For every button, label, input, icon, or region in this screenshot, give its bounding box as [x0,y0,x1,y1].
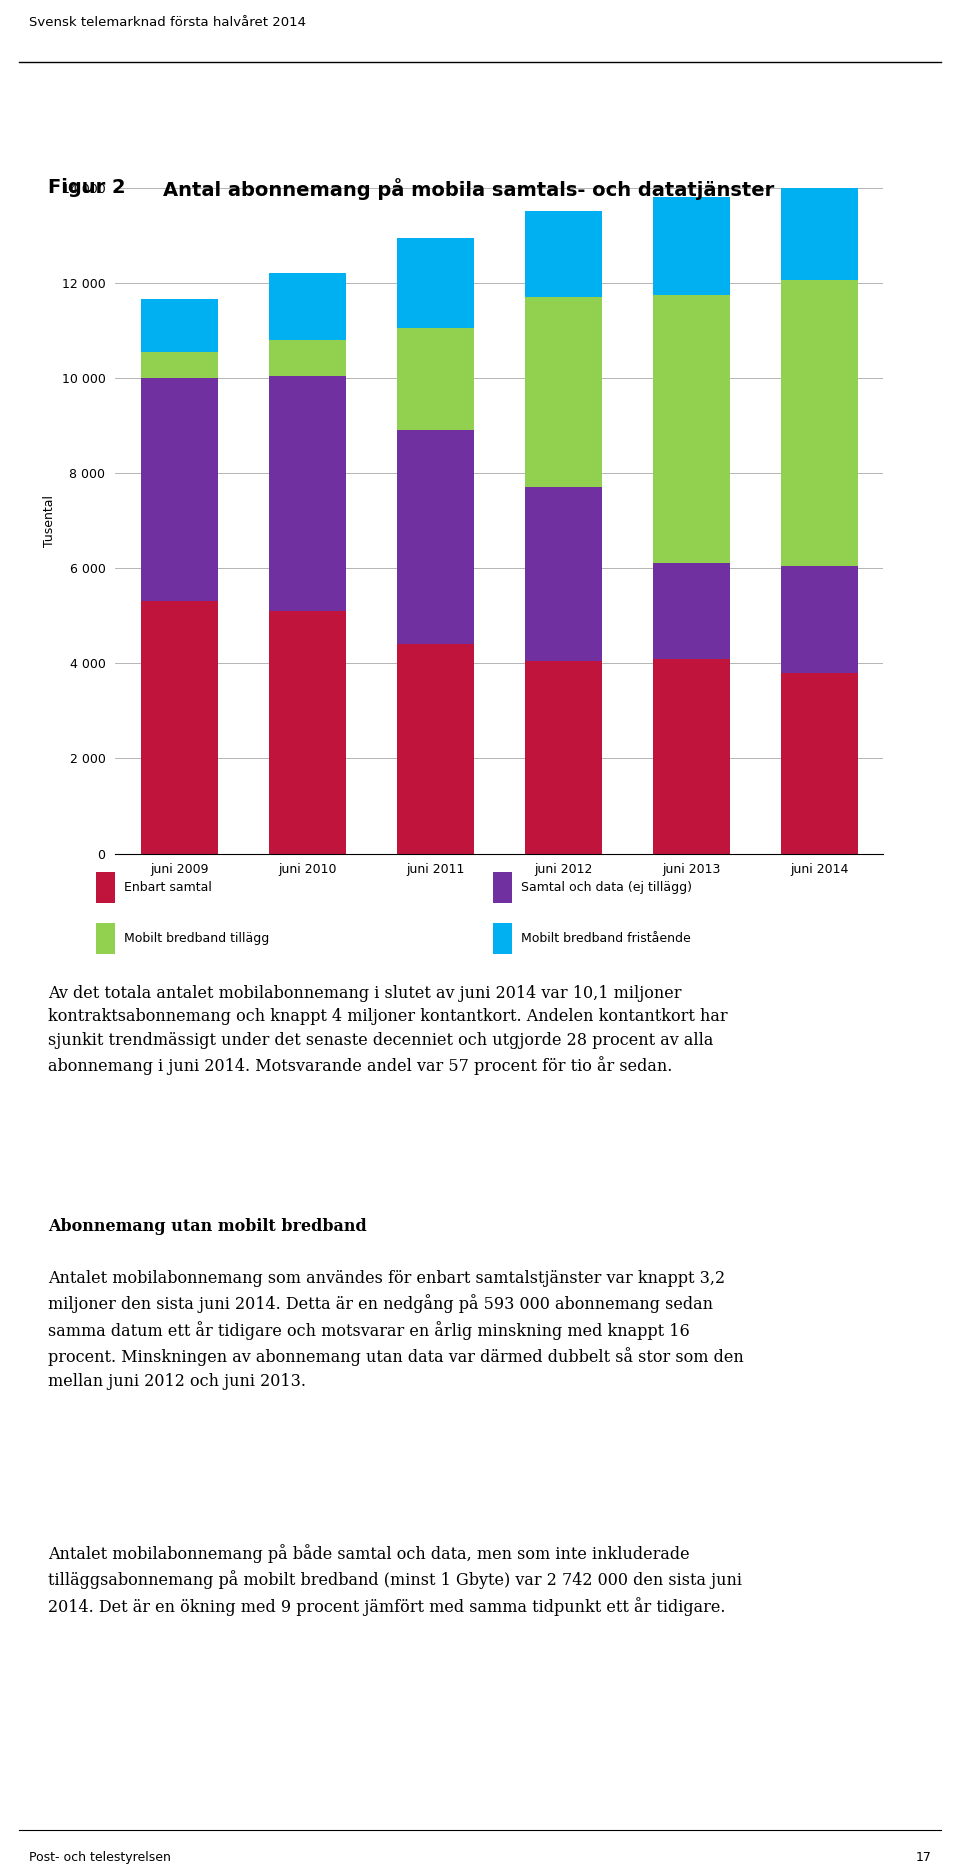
Bar [525,660,602,854]
Bar [493,923,512,955]
Bar [96,872,114,902]
Bar [780,186,857,280]
Text: Antalet mobilabonnemang på både samtal och data, men som inte inkluderade
tilläg: Antalet mobilabonnemang på både samtal o… [48,1544,742,1615]
Bar [141,300,218,351]
Bar [396,643,473,854]
Bar [653,658,730,854]
Bar [525,296,602,488]
Text: Svensk telemarknad första halvåret 2014: Svensk telemarknad första halvåret 2014 [29,17,306,30]
Bar [269,612,346,854]
Text: Post- och telestyrelsen: Post- och telestyrelsen [29,1852,171,1865]
Bar [141,602,218,854]
Text: Enbart samtal: Enbart samtal [124,880,212,893]
Bar [493,872,512,902]
Bar [780,673,857,854]
Text: Mobilt bredband fristående: Mobilt bredband fristående [521,932,690,946]
Text: Mobilt bredband tillägg: Mobilt bredband tillägg [124,932,269,946]
Bar [396,328,473,430]
Text: Antalet mobilabonnemang som användes för enbart samtalstjänster var knappt 3,2
m: Antalet mobilabonnemang som användes för… [48,1270,744,1390]
Bar [780,280,857,567]
Bar [269,274,346,340]
Bar [396,238,473,328]
Text: Antal abonnemang på mobila samtals- och datatjänster: Antal abonnemang på mobila samtals- och … [163,178,775,201]
Text: Figur 2: Figur 2 [48,178,126,197]
Text: 17: 17 [915,1852,931,1865]
Text: Samtal och data (ej tillägg): Samtal och data (ej tillägg) [521,880,692,893]
Bar [141,351,218,377]
Bar [269,340,346,375]
Bar [96,923,114,955]
Bar [653,197,730,295]
Y-axis label: Tusental: Tusental [43,495,56,546]
Bar [653,295,730,563]
Bar [396,430,473,643]
Bar [269,375,346,612]
Text: Av det totala antalet mobilabonnemang i slutet av juni 2014 var 10,1 miljoner
ko: Av det totala antalet mobilabonnemang i … [48,985,728,1075]
Bar [525,488,602,660]
Bar [653,563,730,658]
Bar [780,567,857,673]
Bar [141,377,218,602]
Bar [525,212,602,296]
Text: Abonnemang utan mobilt bredband: Abonnemang utan mobilt bredband [48,1218,367,1234]
